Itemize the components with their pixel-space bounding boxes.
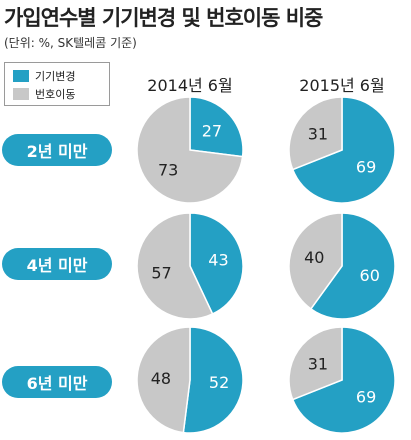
pie-slice-6yr-2015-number-port bbox=[288, 326, 343, 401]
pie-label-4yr-2015-device-change: 60 bbox=[360, 266, 380, 285]
pie-label-6yr-2015-number-port: 31 bbox=[308, 355, 328, 374]
column-header-2014: 2014년 6월 bbox=[147, 76, 233, 95]
legend-swatch-number-port bbox=[13, 88, 29, 100]
legend-item-number-port: 번호이동 bbox=[13, 87, 75, 101]
column-header-2015: 2015년 6월 bbox=[299, 76, 385, 95]
pie-slice-4yr-2014-device-change bbox=[189, 212, 244, 315]
pie-slice-6yr-2014-number-port bbox=[136, 326, 191, 434]
chart-title: 가입연수별 기기변경 및 번호이동 비중 bbox=[4, 6, 323, 30]
pie-label-2yr-2014-device-change: 27 bbox=[202, 122, 222, 141]
pie-label-2yr-2015-device-change: 69 bbox=[356, 157, 376, 176]
pie-slice-4yr-2015-number-port bbox=[288, 212, 343, 310]
pie-label-2yr-2014-number-port: 73 bbox=[158, 160, 178, 179]
pie-slice-4yr-2014-number-port bbox=[136, 212, 214, 320]
row-label-4yr: 4년 미만 bbox=[2, 248, 112, 280]
legend-swatch-device-change bbox=[13, 70, 29, 82]
pie-slice-2yr-2014-number-port bbox=[136, 96, 244, 204]
legend-item-device-change: 기기변경 bbox=[13, 69, 75, 83]
pie-slice-6yr-2015-device-change bbox=[291, 326, 396, 434]
pie-label-6yr-2014-device-change: 52 bbox=[209, 373, 229, 392]
pie-slice-2yr-2014-device-change bbox=[189, 96, 244, 158]
legend: 기기변경 번호이동 bbox=[4, 62, 110, 106]
legend-label-device-change: 기기변경 bbox=[35, 70, 76, 83]
pie-slice-6yr-2014-device-change bbox=[182, 326, 244, 434]
pie-label-4yr-2014-number-port: 57 bbox=[151, 263, 171, 282]
pie-slice-2yr-2015-number-port bbox=[288, 96, 343, 171]
pie-label-2yr-2015-number-port: 31 bbox=[308, 125, 328, 144]
pie-label-6yr-2015-device-change: 69 bbox=[356, 387, 376, 406]
chart-subtitle: (단위: %, SK텔레콤 기준) bbox=[4, 36, 137, 50]
pie-slice-2yr-2015-device-change bbox=[291, 96, 396, 204]
row-label-2yr: 2년 미만 bbox=[2, 134, 112, 166]
row-label-6yr: 6년 미만 bbox=[2, 366, 112, 398]
pie-label-4yr-2015-number-port: 40 bbox=[304, 248, 324, 267]
pie-label-6yr-2014-number-port: 48 bbox=[151, 369, 171, 388]
pie-label-4yr-2014-device-change: 43 bbox=[208, 251, 228, 270]
pie-slice-4yr-2015-device-change bbox=[309, 212, 396, 320]
legend-label-number-port: 번호이동 bbox=[35, 88, 76, 101]
